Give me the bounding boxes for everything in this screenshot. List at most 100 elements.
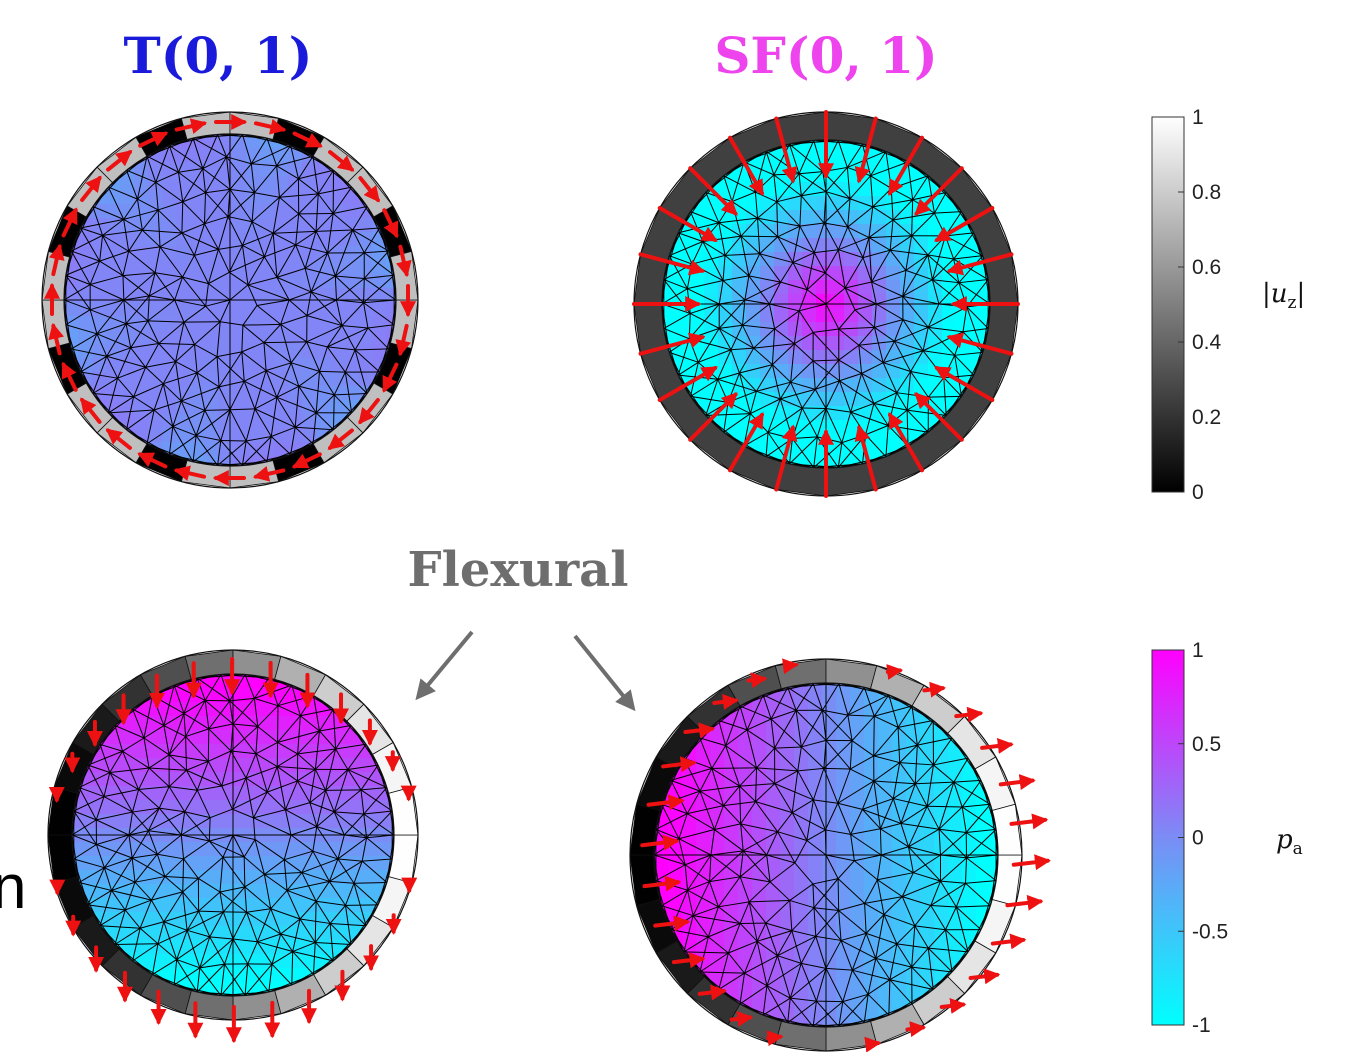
displacement-arrow (914, 166, 964, 216)
panel-t01-mode (41, 111, 419, 489)
displacement-arrow (728, 135, 764, 196)
colorbar-pressure: 1 0.5 0 -0.5 -1 pa (1151, 639, 1303, 1037)
displacement-arrow (382, 208, 399, 239)
displacement-arrow (671, 952, 706, 969)
displacement-arrow (638, 332, 706, 356)
displacement-arrow (327, 428, 354, 450)
colorbar-pressure-tick-label: 1 (1192, 639, 1204, 662)
displacement-arrow (954, 706, 984, 723)
displacement-arrow (657, 366, 718, 402)
displacement-arrow (854, 424, 878, 492)
displacement-arrow (395, 323, 412, 357)
panel-flexural-mode-a (47, 649, 419, 1044)
colorbar-pressure-tick-label: 0 (1192, 827, 1204, 850)
displacement-arrow (946, 332, 1014, 356)
colorbar-pressure-label: pa (1276, 825, 1303, 859)
flexural-arrow-left (415, 630, 474, 701)
displacement-arrow (174, 118, 208, 134)
displacement-arrow (80, 175, 102, 202)
displacement-arrow (292, 131, 323, 148)
displacement-arrow (934, 366, 995, 402)
displacement-arrow (638, 252, 706, 276)
title-t01: T(0, 1) (124, 26, 313, 85)
displacement-arrow (396, 244, 412, 278)
displacement-arrow (1005, 894, 1044, 911)
displacement-arrow (885, 663, 904, 680)
displacement-arrow (105, 428, 132, 450)
displacement-arrow (137, 452, 168, 469)
panel-sf01-mode (632, 110, 1020, 498)
displacement-arrow (252, 466, 286, 482)
displacement-arrow (968, 968, 1001, 985)
colorbar-displacement: 1 0.8 0.6 0.4 0.2 0 |uz| (1151, 106, 1305, 504)
colorbar-pressure-tick-label: -1 (1192, 1014, 1211, 1037)
displacement-arrow (646, 794, 685, 811)
displacement-arrow (657, 206, 718, 242)
displacement-arrow (683, 722, 716, 739)
displacement-arrow (934, 206, 995, 242)
displacement-arrow (640, 834, 680, 851)
displacement-arrow (697, 984, 727, 1001)
displacement-arrow (653, 915, 691, 932)
displacement-arrow (864, 1036, 882, 1052)
mesh-lines (72, 674, 394, 996)
displacement-arrow (888, 412, 924, 473)
displacement-arrow (888, 135, 924, 196)
displacement-arrow (382, 362, 399, 393)
colorbar-pressure-tick-label: 0.5 (1192, 733, 1221, 756)
displacement-arrow (358, 176, 380, 203)
displacement-arrow (328, 150, 355, 172)
displacement-arrow (854, 116, 878, 184)
displacement-arrow (939, 998, 967, 1014)
displacement-arrow (980, 738, 1014, 754)
displacement-arrow (688, 166, 738, 216)
flexural-arrow-right (573, 634, 636, 712)
title-sf01: SF(0, 1) (714, 26, 937, 85)
colorbar-displacement-tick-label: 1 (1192, 106, 1204, 129)
outer-boundary (41, 111, 419, 489)
displacement-arrow (729, 1010, 754, 1027)
displacement-arrow (766, 1030, 784, 1047)
displacement-arrow (688, 392, 738, 442)
panel-flexural-mode-b (629, 658, 1051, 1052)
displacement-arrow (358, 398, 380, 425)
colorbar-displacement-tick-label: 0 (1192, 481, 1204, 504)
colorbar-displacement-tick-label: 0.4 (1192, 331, 1222, 354)
cropped-edge-text: n (0, 853, 26, 922)
displacement-arrow (106, 150, 133, 172)
colorbar-displacement-tick-label: 0.2 (1192, 406, 1221, 429)
inner-boundary (653, 682, 999, 1028)
displacement-arrow (642, 875, 682, 892)
displacement-arrow (253, 118, 287, 135)
displacement-arrow (774, 424, 798, 492)
displacement-arrow (905, 1021, 927, 1038)
displacement-arrow (712, 693, 739, 710)
colorbar-pressure-tick-label: -0.5 (1192, 920, 1228, 943)
displacement-arrow (80, 397, 102, 424)
displacement-arrow (998, 774, 1036, 790)
displacement-arrow (922, 681, 946, 698)
displacement-arrow (746, 672, 768, 689)
displacement-arrow (291, 452, 322, 469)
displacement-arrow (61, 361, 78, 392)
displacement-arrow (661, 756, 697, 773)
inner-boundary (63, 133, 397, 467)
displacement-arrow (138, 131, 169, 148)
displacement-arrow (774, 116, 798, 184)
mesh-lines (654, 683, 998, 1027)
flexural-label: Flexural (408, 542, 629, 598)
displacement-arrow (782, 658, 799, 675)
displacement-arrow (1011, 854, 1051, 871)
displacement-arrow (946, 252, 1014, 276)
displacement-arrow (173, 465, 207, 482)
displacement-arrow (61, 207, 78, 238)
displacement-arrow (914, 392, 964, 442)
displacement-arrow (1009, 813, 1049, 830)
colorbar-displacement-gradient (1151, 116, 1185, 493)
mesh-lines (64, 134, 396, 466)
colorbar-displacement-label: |uz| (1262, 279, 1305, 313)
colorbar-displacement-tick-label: 0.8 (1192, 181, 1221, 204)
displacement-arrow (48, 322, 64, 356)
outer-boundary (629, 658, 1023, 1052)
